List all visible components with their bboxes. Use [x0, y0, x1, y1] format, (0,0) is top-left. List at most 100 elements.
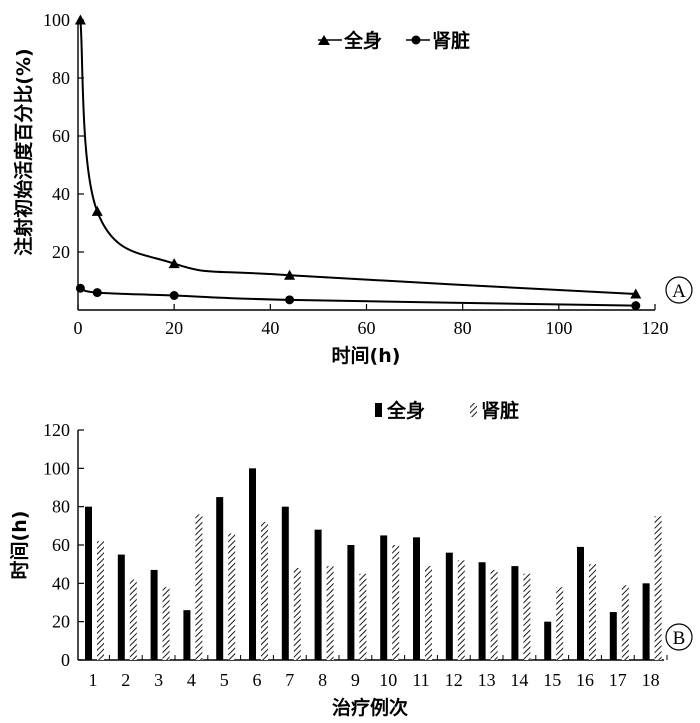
bar-kidney — [326, 566, 334, 660]
bar-kidney — [195, 514, 203, 660]
a-xtick-label: 20 — [165, 318, 183, 338]
bar-kidney — [621, 585, 629, 660]
chart-a-x-ticks: 0 20 40 60 80 100 120 — [74, 304, 669, 338]
a-ytick-label: 40 — [52, 184, 70, 204]
panel-b-badge — [665, 623, 693, 651]
bar-kidney — [425, 566, 432, 660]
bar-kidney — [392, 545, 400, 660]
a-point-triangle — [74, 14, 86, 25]
b-ytick-label: 100 — [43, 458, 70, 478]
a-point-triangle — [284, 269, 296, 280]
a-series-line-2 — [80, 287, 636, 307]
a-ytick-label: 60 — [52, 126, 70, 146]
b-xtick-label: 3 — [154, 670, 163, 690]
b-xtick-label: 12 — [445, 670, 463, 690]
b-ytick-label: 80 — [52, 497, 70, 517]
bar-whole-body — [85, 506, 92, 660]
a-series-line-1 — [79, 19, 636, 296]
a-xtick-label: 80 — [454, 318, 472, 338]
bar-whole-body — [577, 546, 584, 660]
chart-a-y-label: 注射初始活度百分比(%) — [12, 48, 35, 255]
legend-b-swatch-hatched — [470, 403, 477, 417]
a-point-triangle — [630, 288, 642, 299]
b-xtick-label: 11 — [412, 670, 429, 690]
b-ytick-label: 40 — [52, 573, 70, 593]
panel-b-badge-label: B — [673, 628, 686, 649]
a-xtick-label: 100 — [545, 318, 572, 338]
bar-whole-body — [183, 610, 191, 660]
chart-a: 20 40 60 80 100 0 20 40 60 80 100 120 时间(h) 注射初始活度… — [12, 10, 693, 367]
bar-kidney — [457, 560, 465, 660]
panel-a-badge — [665, 276, 693, 304]
bar-whole-body — [347, 545, 355, 660]
chart-b-y-label: 时间(h) — [9, 511, 31, 580]
b-xtick-label: 10 — [379, 670, 397, 690]
bar-kidney — [589, 564, 596, 660]
b-xtick-label: 6 — [253, 670, 262, 690]
bar-whole-body — [609, 612, 617, 660]
chart-a-series — [74, 14, 642, 311]
legend-b-swatch-solid — [375, 403, 382, 417]
a-ytick-label: 20 — [52, 242, 70, 262]
bar-whole-body — [544, 621, 552, 660]
bar-whole-body — [281, 506, 289, 660]
bar-whole-body — [314, 529, 322, 660]
b-ytick-label: 120 — [43, 420, 70, 440]
legend-a-label-2: 肾脏 — [432, 29, 470, 52]
b-ytick-label: 0 — [61, 650, 70, 670]
a-point-circle — [169, 291, 179, 300]
a-xtick-label: 120 — [642, 318, 669, 338]
legend-a-label-1: 全身 — [343, 29, 382, 52]
b-xtick-label: 14 — [510, 670, 528, 690]
bar-kidney — [129, 579, 137, 660]
a-ytick-label: 80 — [52, 68, 70, 88]
b-xtick-label: 18 — [642, 670, 660, 690]
bar-kidney — [228, 533, 236, 660]
a-xtick-label: 40 — [261, 318, 279, 338]
b-xtick-label: 9 — [351, 670, 360, 690]
b-xtick-label: 16 — [576, 670, 594, 690]
bar-kidney — [654, 516, 662, 660]
legend-b-label-1: 全身 — [386, 399, 425, 422]
chart-b-x-ticks: 1 2 3 4 5 6 7 8 9 10 11 12 13 14 15 16 17 18 — [89, 655, 668, 690]
bar-whole-body — [413, 537, 420, 660]
b-ytick-label: 60 — [52, 535, 70, 555]
chart-b-bars — [85, 468, 662, 660]
panel-a-badge-label: A — [672, 281, 686, 302]
bar-whole-body — [445, 552, 453, 660]
bar-whole-body — [478, 562, 486, 660]
chart-b-y-ticks: 0 20 40 60 80 100 120 — [43, 420, 84, 670]
bar-whole-body — [249, 468, 256, 660]
legend-b-label-2: 肾脏 — [481, 399, 519, 422]
chart-a-x-label: 时间(h) — [332, 345, 401, 367]
legend-a-marker-triangle-icon — [318, 35, 330, 45]
a-point-circle — [285, 295, 295, 305]
bar-kidney — [490, 569, 498, 660]
bar-whole-body — [642, 583, 650, 660]
a-point-circle — [631, 301, 641, 311]
b-xtick-label: 7 — [285, 670, 294, 690]
bar-kidney — [523, 573, 531, 660]
a-point-circle — [75, 283, 85, 293]
a-ytick-label: 100 — [43, 10, 70, 30]
bar-kidney — [97, 541, 104, 660]
bar-kidney — [293, 568, 301, 660]
chart-a-y-ticks: 20 40 60 80 100 — [43, 10, 84, 262]
b-xtick-label: 5 — [220, 670, 229, 690]
b-xtick-label: 13 — [478, 670, 496, 690]
bar-kidney — [261, 522, 268, 660]
a-point-triangle — [168, 258, 180, 269]
bar-whole-body — [216, 497, 224, 660]
b-xtick-label: 4 — [187, 670, 196, 690]
b-xtick-label: 17 — [609, 670, 627, 690]
chart-b-legend: 全身 肾脏 — [375, 399, 519, 422]
b-xtick-label: 8 — [318, 670, 327, 690]
bar-whole-body — [150, 569, 158, 660]
a-xtick-label: 0 — [74, 318, 83, 338]
b-xtick-label: 15 — [543, 670, 561, 690]
bar-kidney — [556, 587, 564, 660]
bar-kidney — [162, 587, 170, 660]
b-ytick-label: 20 — [52, 612, 70, 632]
